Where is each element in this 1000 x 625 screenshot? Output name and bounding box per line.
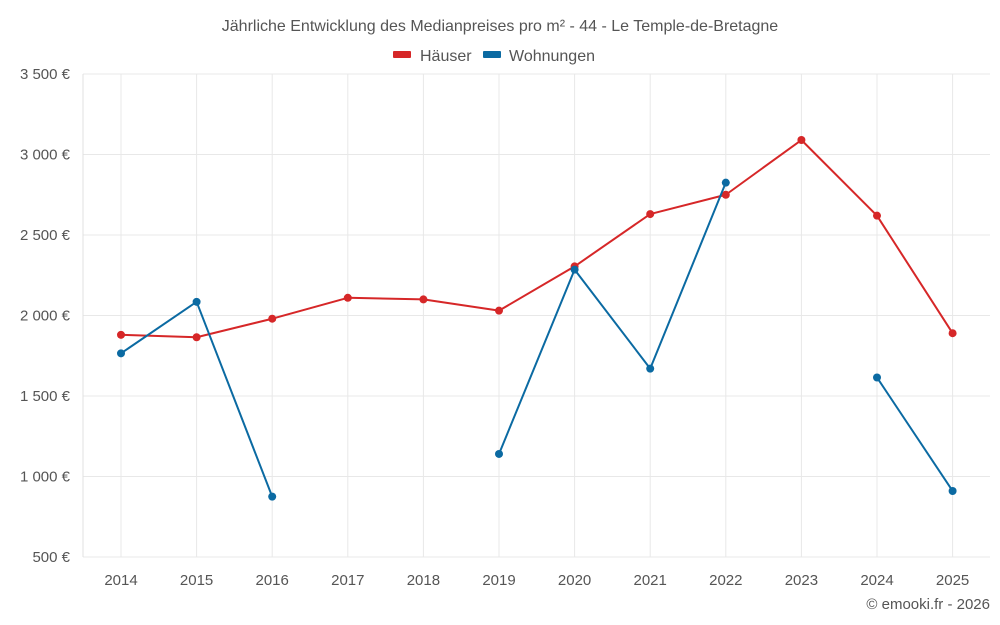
y-tick-label: 3 000 € — [20, 147, 71, 164]
data-point-houses[interactable] — [343, 293, 352, 302]
data-point-apartments[interactable] — [873, 373, 881, 382]
y-tick-label: 2 000 € — [20, 308, 71, 325]
data-point-houses[interactable] — [268, 314, 277, 323]
data-point-houses[interactable] — [948, 329, 957, 338]
series-apartments — [117, 178, 957, 501]
series-line-apartments — [876, 376, 954, 492]
x-tick-label: 2018 — [407, 572, 440, 589]
series-line-apartments — [498, 182, 727, 455]
x-tick-label: 2022 — [709, 572, 742, 589]
y-tick-label: 1 000 € — [20, 469, 71, 486]
data-point-apartments[interactable] — [117, 349, 125, 358]
data-point-apartments[interactable] — [268, 492, 277, 501]
y-tick-label: 1 500 € — [20, 388, 71, 405]
x-tick-label: 2016 — [256, 572, 289, 589]
legend-item-houses[interactable]: Häuser — [393, 48, 472, 65]
data-point-apartments[interactable] — [721, 178, 730, 187]
legend-label-houses: Häuser — [420, 48, 472, 65]
x-tick-label: 2021 — [634, 572, 667, 589]
credit-text: © emooki.fr - 2026 — [866, 596, 990, 613]
x-tick-label: 2014 — [104, 572, 137, 589]
chart-title: Jährliche Entwicklung des Medianpreises … — [222, 18, 779, 35]
x-tick-label: 2019 — [482, 572, 515, 589]
data-point-houses[interactable] — [419, 295, 428, 304]
data-point-apartments[interactable] — [192, 297, 201, 306]
data-point-houses[interactable] — [646, 210, 655, 219]
x-tick-label: 2015 — [180, 572, 213, 589]
series — [117, 136, 957, 501]
data-point-houses[interactable] — [495, 306, 503, 315]
data-point-apartments[interactable] — [948, 486, 957, 495]
legend-swatch-houses — [393, 51, 411, 58]
legend: Häuser Wohnungen — [393, 48, 595, 65]
x-tick-label: 2023 — [785, 572, 818, 589]
data-point-apartments[interactable] — [570, 265, 579, 274]
data-point-houses[interactable] — [117, 330, 125, 339]
x-tick-label: 2017 — [331, 572, 364, 589]
x-tick-label: 2025 — [936, 572, 969, 589]
data-point-apartments[interactable] — [495, 449, 503, 458]
data-point-houses[interactable] — [797, 136, 806, 145]
legend-label-apartments: Wohnungen — [509, 48, 595, 65]
y-tick-label: 2 500 € — [20, 227, 71, 244]
data-point-houses[interactable] — [192, 333, 201, 342]
data-point-houses[interactable] — [721, 190, 730, 199]
y-tick-label: 500 € — [32, 549, 70, 566]
x-axis: 2014 2015 2016 2017 2018 2019 2020 2021 2022 2023… — [104, 572, 969, 589]
y-tick-label: 3 500 € — [20, 66, 71, 83]
grid — [82, 73, 990, 558]
data-point-houses[interactable] — [873, 211, 881, 220]
legend-swatch-apartments — [483, 51, 501, 58]
data-point-apartments[interactable] — [646, 364, 655, 373]
y-axis: 500 € 1 000 € 1 500 € 2 000 € 2 500 € 3 000 €… — [20, 66, 71, 566]
x-tick-label: 2020 — [558, 572, 591, 589]
series-line-houses — [120, 139, 954, 339]
legend-item-apartments[interactable]: Wohnungen — [483, 48, 595, 65]
series-houses — [117, 136, 957, 342]
x-tick-label: 2024 — [860, 572, 893, 589]
